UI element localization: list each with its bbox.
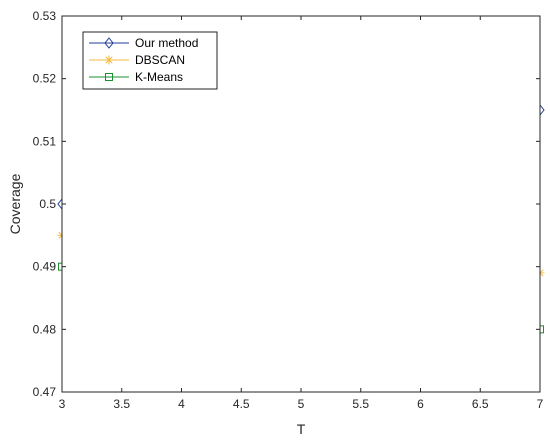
legend-label-1: DBSCAN <box>135 53 185 67</box>
y-tick-label: 0.49 <box>33 260 57 274</box>
legend-label-2: K-Means <box>135 70 183 84</box>
y-tick-label: 0.47 <box>33 385 57 399</box>
x-tick-label: 5 <box>298 397 305 411</box>
x-tick-label: 6 <box>417 397 424 411</box>
legend-marker-2 <box>105 73 113 81</box>
y-axis-label: Coverage <box>7 173 23 234</box>
x-tick-label: 5.5 <box>352 397 369 411</box>
x-axis-label: T <box>297 421 306 437</box>
legend-marker-1 <box>104 55 114 65</box>
y-tick-label: 0.5 <box>39 197 56 211</box>
x-tick-label: 4.5 <box>233 397 250 411</box>
legend-label-0: Our method <box>135 36 198 50</box>
y-tick-label: 0.52 <box>33 72 57 86</box>
y-tick-label: 0.53 <box>33 9 57 23</box>
x-tick-label: 6.5 <box>472 397 489 411</box>
x-tick-label: 3.5 <box>113 397 130 411</box>
y-tick-label: 0.48 <box>33 322 57 336</box>
x-tick-label: 4 <box>178 397 185 411</box>
y-tick-label: 0.51 <box>33 134 57 148</box>
x-tick-label: 7 <box>537 397 544 411</box>
x-tick-label: 3 <box>59 397 66 411</box>
legend-marker-0 <box>104 37 114 49</box>
